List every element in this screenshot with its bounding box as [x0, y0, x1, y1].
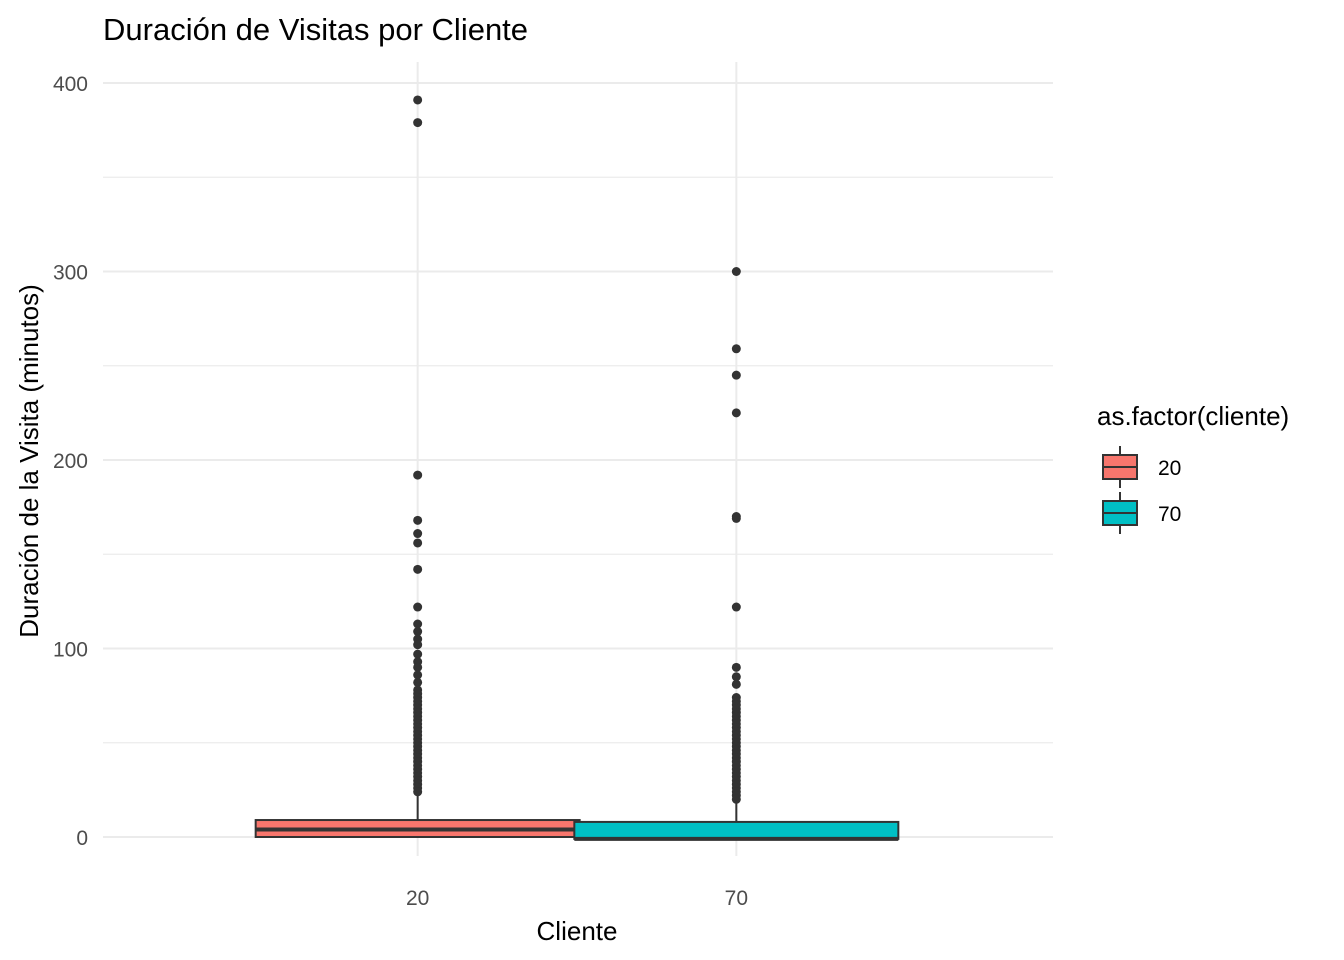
outlier-point [413, 564, 423, 574]
box-70 [573, 267, 900, 841]
outlier-point [413, 677, 423, 687]
legend-key-70 [1102, 492, 1138, 534]
chart-title: Duración de Visitas por Cliente [103, 12, 528, 47]
boxes [254, 95, 900, 841]
legend-title: as.factor(cliente) [1097, 401, 1289, 431]
legend: as.factor(cliente) 20 70 [1097, 401, 1289, 534]
outlier-point [731, 513, 741, 523]
outlier-point [413, 670, 423, 680]
y-tick-label: 200 [53, 450, 88, 473]
x-tick-label: 70 [725, 887, 748, 910]
outlier-point [731, 662, 741, 672]
outlier-point [731, 267, 741, 276]
y-tick-label: 300 [53, 262, 88, 285]
x-tick-label: 20 [406, 887, 429, 910]
legend-label: 20 [1158, 457, 1181, 480]
outlier-point [413, 627, 423, 637]
outlier-point [731, 602, 741, 612]
outlier-point [413, 640, 423, 650]
grid [103, 62, 1053, 856]
outlier-point [413, 538, 423, 548]
outlier-point [413, 662, 423, 672]
x-axis-ticks: 20 70 [406, 887, 748, 910]
outlier-point [731, 794, 741, 804]
outlier-point [413, 602, 423, 612]
outlier-point [731, 344, 741, 354]
x-axis-title: Cliente [537, 916, 618, 946]
y-axis-ticks: 0 100 200 300 400 [53, 73, 88, 850]
legend-key-20 [1102, 446, 1138, 488]
y-axis-title: Duración de la Visita (minutos) [14, 284, 44, 638]
outlier-point [413, 649, 423, 659]
outlier-point [731, 679, 741, 689]
y-tick-label: 0 [76, 827, 88, 850]
box-body [573, 820, 900, 840]
outlier-point [413, 118, 423, 128]
outlier-point [413, 95, 423, 105]
outlier-point [731, 408, 741, 418]
outlier-point [413, 515, 423, 525]
outlier-point [731, 370, 741, 380]
y-tick-label: 100 [53, 639, 88, 662]
outlier-point [413, 529, 423, 539]
y-tick-label: 400 [53, 73, 88, 96]
box-20 [254, 95, 581, 838]
outlier-point [731, 672, 741, 682]
legend-label: 70 [1158, 503, 1181, 526]
outlier-point [413, 619, 423, 629]
outlier-point [413, 787, 423, 797]
outlier-point [413, 470, 423, 480]
